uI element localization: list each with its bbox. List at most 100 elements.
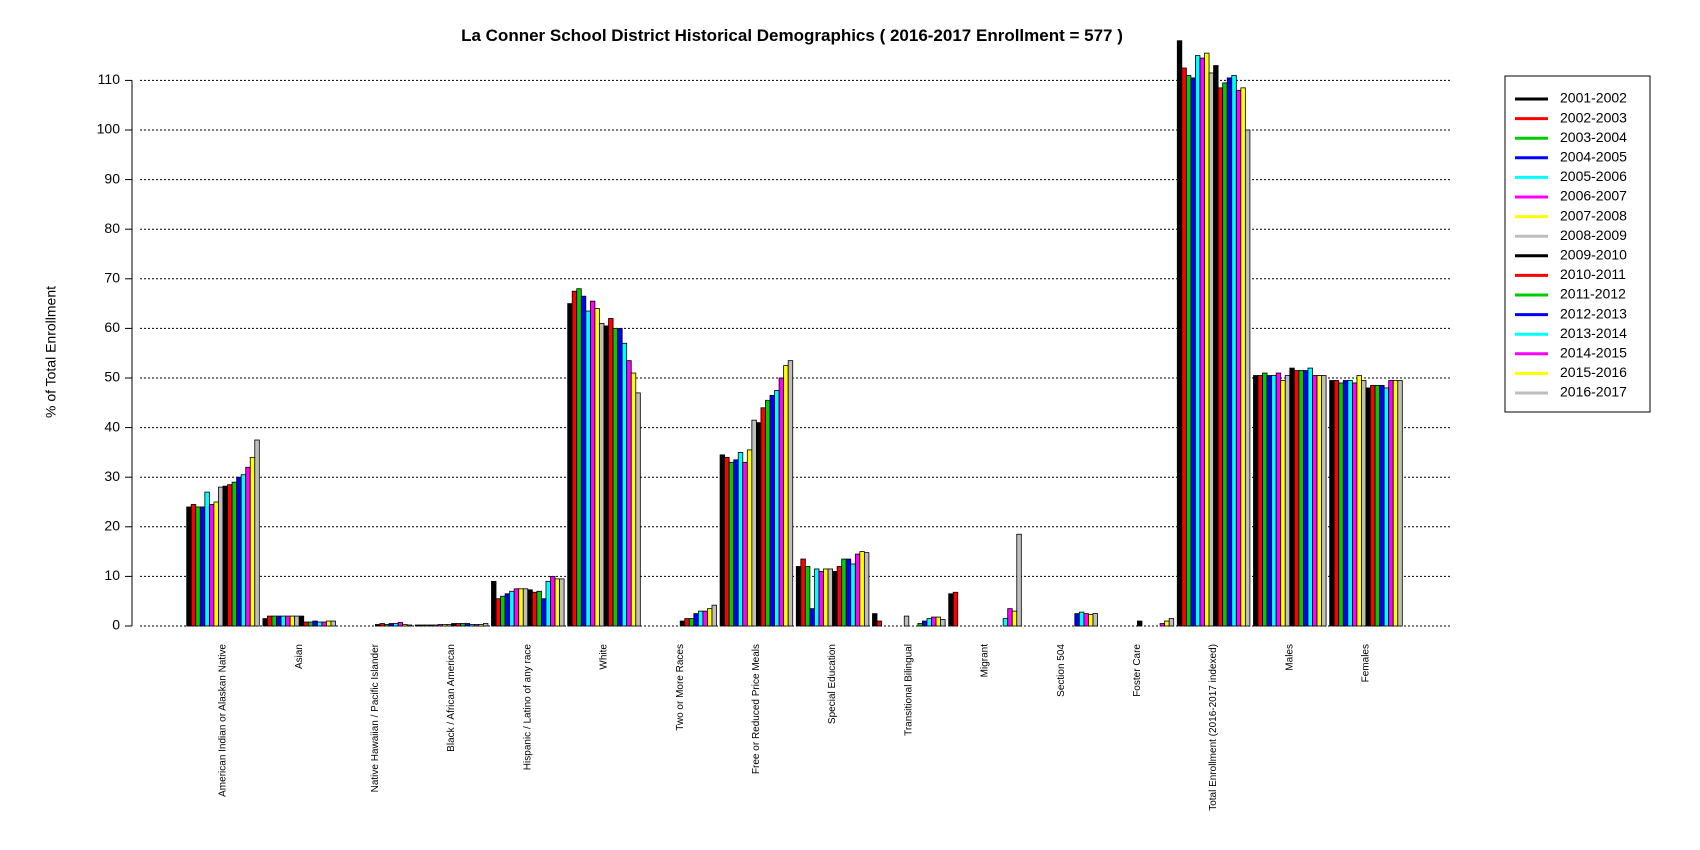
bar (1262, 372, 1268, 627)
bar (294, 615, 300, 627)
bar (1312, 375, 1318, 627)
legend-label: 2014-2015 (1560, 345, 1627, 361)
bar (433, 624, 439, 627)
bar (940, 619, 946, 627)
bar (384, 624, 390, 627)
bar (809, 608, 815, 627)
bar (316, 621, 323, 627)
bar (1244, 129, 1251, 627)
bar (1204, 52, 1210, 627)
bar (571, 290, 578, 627)
bar (276, 615, 282, 627)
bar (1253, 375, 1259, 627)
legend-label: 2002-2003 (1560, 109, 1627, 125)
bar (836, 566, 843, 627)
bar (469, 624, 475, 627)
bar (697, 610, 704, 627)
bar (442, 624, 448, 627)
bar (554, 578, 560, 627)
y-tick-label: 60 (104, 319, 120, 335)
bar (841, 558, 847, 627)
bar (1011, 610, 1018, 627)
bar (559, 578, 565, 627)
bar (1370, 385, 1376, 627)
bar (814, 568, 820, 627)
bar (374, 624, 381, 627)
bar (423, 624, 430, 627)
bar (863, 552, 870, 627)
bar (531, 591, 538, 627)
bar (719, 454, 726, 627)
bar (832, 571, 838, 627)
legend-label: 2006-2007 (1560, 188, 1627, 204)
bar (589, 300, 596, 627)
bar (580, 295, 587, 627)
bar (760, 407, 766, 627)
bar (850, 563, 856, 627)
bar (1338, 382, 1344, 627)
bar (518, 588, 524, 627)
bar (603, 325, 609, 627)
bar (737, 451, 744, 627)
bar (1266, 375, 1273, 627)
bar (482, 623, 489, 627)
bar (769, 394, 775, 627)
legend-label: 2010-2011 (1560, 266, 1626, 282)
x-tick-label: Transitional Bilingual (903, 644, 914, 736)
bar (522, 588, 529, 627)
bar (541, 598, 547, 627)
bar (795, 566, 802, 627)
bar (567, 303, 573, 627)
bar (330, 620, 336, 627)
legend-label: 2005-2006 (1560, 168, 1627, 184)
bar (1181, 67, 1187, 627)
x-tick-label: Hispanic / Latino of any race (522, 644, 533, 771)
bar (1208, 72, 1215, 627)
bar (414, 624, 421, 627)
x-tick-label: Special Education (827, 644, 838, 724)
bar (935, 616, 941, 627)
bar (388, 623, 394, 627)
y-tick-label: 0 (112, 617, 120, 633)
bar (1240, 87, 1246, 627)
bar (204, 491, 210, 627)
bar (1316, 375, 1322, 627)
chart-title: La Conner School District Historical Dem… (461, 26, 1123, 45)
bar (473, 624, 480, 627)
bar (199, 506, 206, 627)
bar (437, 624, 443, 627)
bar (1280, 380, 1286, 627)
bar (227, 484, 233, 627)
bar (702, 610, 708, 627)
legend-label: 2013-2014 (1560, 325, 1627, 341)
bar (626, 360, 632, 627)
bar (1002, 618, 1009, 627)
legend-label: 2008-2009 (1560, 227, 1627, 243)
bar (711, 604, 717, 627)
bar (513, 588, 520, 627)
bar (1275, 372, 1282, 627)
y-tick-label: 20 (104, 518, 120, 534)
x-tick-label: Migrant (980, 644, 991, 678)
y-tick-label: 40 (104, 418, 120, 434)
bar (428, 624, 434, 627)
bar (500, 595, 506, 627)
x-tick-label: Section 504 (1056, 644, 1067, 697)
bar (1083, 613, 1089, 627)
bar (190, 504, 197, 627)
bar (1298, 370, 1304, 627)
bar (303, 621, 309, 627)
bar (249, 456, 256, 627)
bar (1321, 375, 1327, 627)
bar (451, 623, 457, 627)
bar (903, 615, 910, 627)
bar (419, 624, 425, 627)
bar (1159, 623, 1166, 627)
bar (854, 553, 861, 627)
bar (262, 618, 268, 627)
bar (630, 372, 637, 627)
legend-label: 2007-2008 (1560, 207, 1627, 223)
bar (289, 615, 296, 627)
bar (1329, 380, 1335, 627)
bar (1168, 618, 1175, 627)
